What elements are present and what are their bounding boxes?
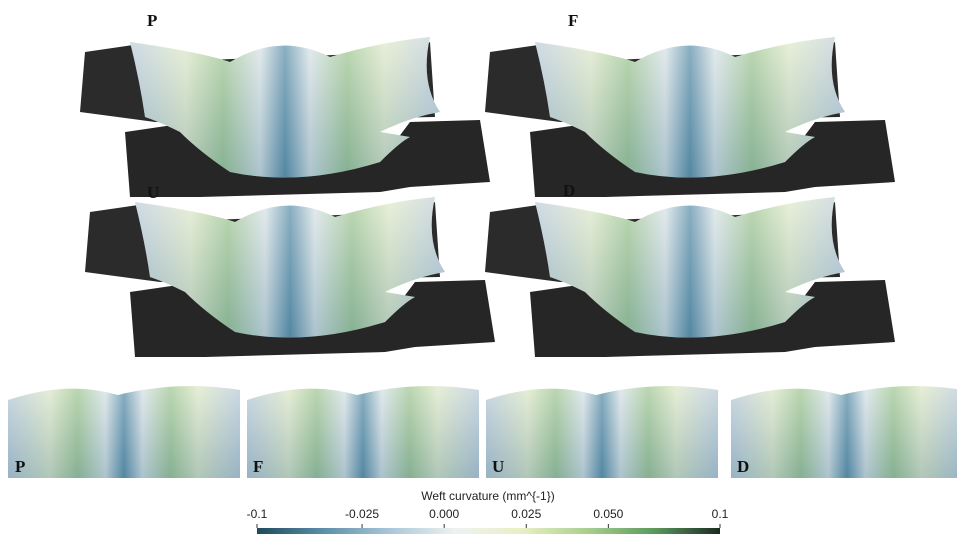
render-3d [485, 197, 895, 357]
closeup-label: D [737, 457, 749, 476]
render-closeup [247, 380, 479, 478]
colorbar-tick-label: 0.000 [429, 507, 459, 521]
render-3d [485, 37, 895, 197]
panel-label: F [568, 11, 578, 30]
colorbar-tick-label: -0.025 [345, 507, 379, 521]
render-3d [80, 37, 490, 197]
panel-label: U [147, 183, 159, 202]
render-closeup [486, 380, 718, 478]
panel-label: P [147, 11, 157, 30]
render-closeup [731, 380, 957, 478]
panel-label: D [563, 181, 575, 200]
colorbar-tick-label: 0.050 [593, 507, 623, 521]
colorbar-tick-label: 0.025 [511, 507, 541, 521]
closeup-label: U [492, 457, 504, 476]
colorbar: -0.1 -0.025 0.000 0.025 0.050 0.1 [247, 507, 729, 534]
colorbar-title: Weft curvature (mm^{-1}) [421, 489, 554, 503]
colorbar-bar [257, 528, 720, 534]
colorbar-tick-label: 0.1 [712, 507, 729, 521]
colorbar-tick-label: -0.1 [247, 507, 268, 521]
closeup-label: P [15, 457, 25, 476]
render-3d [85, 197, 495, 357]
closeup-label: F [253, 457, 263, 476]
render-closeup [8, 380, 240, 478]
